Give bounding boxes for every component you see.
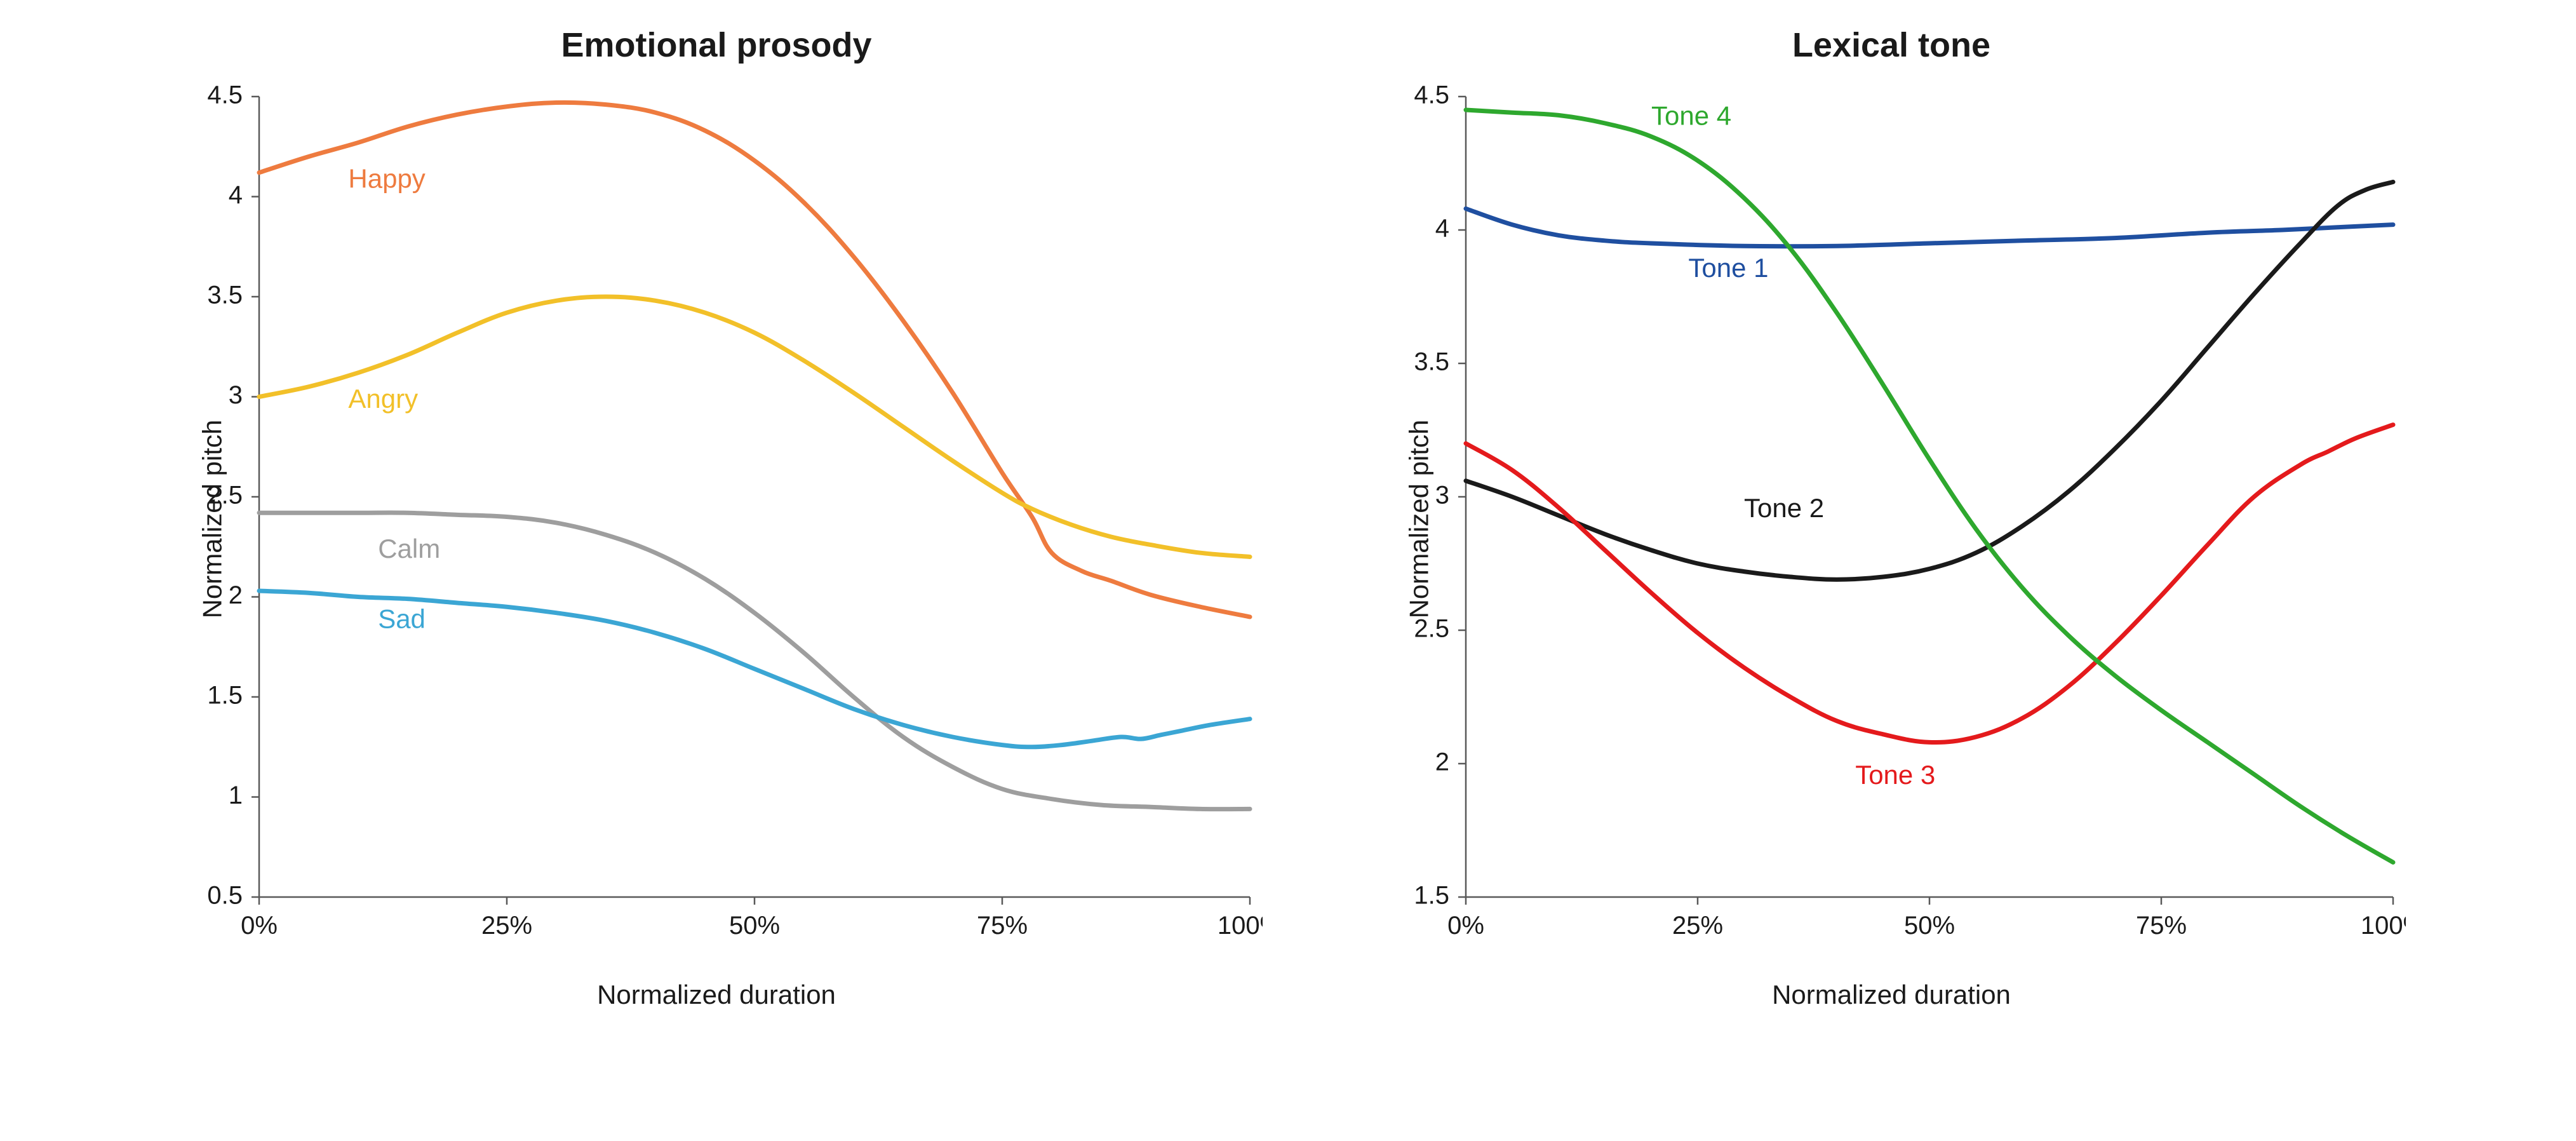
y-axis-label: Normalized pitch [197,420,227,619]
series-label: Calm [378,534,440,564]
x-tick-label: 25% [481,912,532,940]
series-label: Tone 1 [1688,253,1768,283]
y-tick-label: 3.5 [1414,348,1449,376]
y-tick-label: 2 [229,581,243,609]
y-tick-label: 1 [229,781,243,809]
x-tick-label: 100% [2361,912,2406,940]
x-tick-label: 25% [1672,912,1723,940]
y-tick-label: 4.5 [207,84,243,109]
x-tick-label: 75% [2136,912,2187,940]
y-tick-label: 0.5 [207,882,243,910]
series-line [1466,208,2393,246]
figure-container: Emotional prosody Normalized pitch 0.5 1 1.5… [0,0,2576,1048]
y-tick-label: 3 [1435,482,1449,510]
y-tick-label: 1.5 [207,682,243,710]
x-tick-label: 50% [1904,912,1955,940]
chart-svg: 0.511.522.533.544.50%25%50%75%100%HappyA… [170,84,1263,954]
y-tick-label: 2.5 [1414,615,1449,643]
panel-title: Emotional prosody [561,25,871,65]
y-axis-label: Normalized pitch [1404,420,1434,619]
x-axis-label: Normalized duration [597,980,836,1010]
y-tick-label: 1.5 [1414,882,1449,910]
series-label: Tone 3 [1855,760,1935,790]
y-tick-label: 3.5 [207,281,243,309]
series-label: Happy [348,163,425,193]
chart-panel: Lexical tone Normalized pitch 1.5 2 2.5 3 3.5 4… [1377,25,2406,1010]
axis-line [259,97,1250,897]
y-tick-label: 4 [1435,215,1449,243]
plot-area: Normalized pitch0.511.522.533.544.50%25%… [170,84,1263,954]
panel-title: Lexical tone [1792,25,1990,65]
y-tick-label: 2 [1435,748,1449,776]
y-tick-label: 3 [229,381,243,409]
x-tick-label: 0% [241,912,278,940]
x-tick-label: 100% [1218,912,1263,940]
y-tick-label: 4 [229,181,243,209]
x-tick-label: 0% [1447,912,1484,940]
series-line [1466,110,2393,862]
plot-area: Normalized pitch 1.5 2 2.5 3 3.5 4 4.5 0% 25% 50% 7… [1377,84,2406,954]
series-label: Tone 2 [1744,493,1824,523]
series-label: Tone 4 [1651,101,1731,131]
chart-panel: Emotional prosody Normalized pitch 0.5 1 1.5… [170,25,1263,1010]
series-label: Angry [348,384,418,414]
x-axis-label: Normalized duration [1772,980,2011,1010]
series-label: Sad [378,604,426,633]
series-line [1466,425,2393,743]
x-tick-label: 50% [729,912,780,940]
x-tick-label: 75% [977,912,1028,940]
chart-svg: 1.5 2 2.5 3 3.5 4 4.5 0% 25% 50% 75% 100% Tone 1 Tone… [1377,84,2406,954]
y-tick-label: 4.5 [1414,84,1449,109]
series-line [259,297,1250,557]
